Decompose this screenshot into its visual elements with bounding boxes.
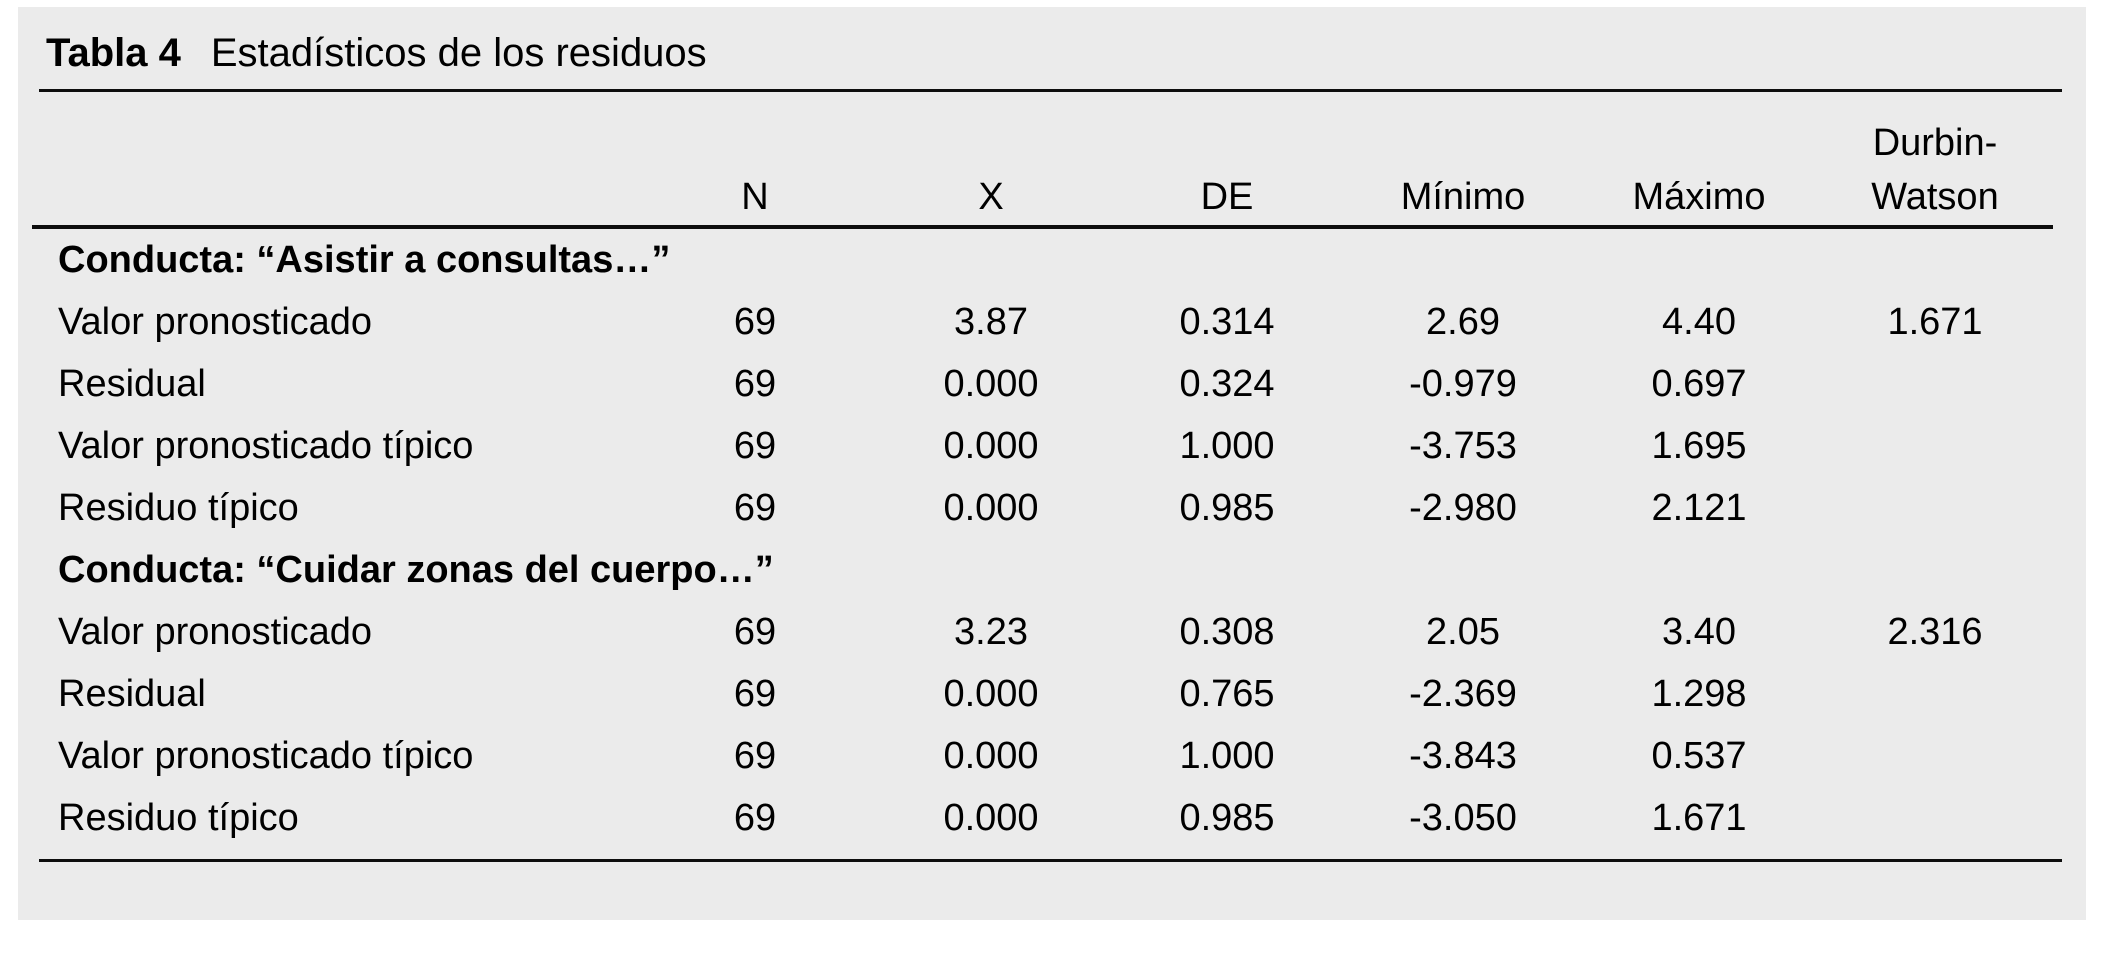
column-header-minimo: Mínimo <box>1345 92 1581 229</box>
residual-statistics-table: N X DE Mínimo Máximo Durbin- Watson Cond… <box>32 92 2053 849</box>
cell-de: 0.324 <box>1179 362 1275 405</box>
row-label: Residual <box>58 362 206 405</box>
section-heading: Conducta: “Cuidar zonas del cuerpo…” <box>32 539 2053 601</box>
cell-x: 3.87 <box>954 300 1028 343</box>
cell-n: 69 <box>733 734 777 777</box>
cell-min: 2.69 <box>1426 300 1500 343</box>
cell-max: 1.298 <box>1651 672 1747 715</box>
table-row: Valor pronosticado típico 69 0.000 1.000… <box>32 415 2053 477</box>
row-label: Valor pronosticado <box>58 610 373 653</box>
column-header-x: X <box>873 92 1109 229</box>
table-row: Residuo típico 69 0.000 0.985 -3.050 1.6… <box>32 787 2053 849</box>
row-label: Residuo típico <box>58 796 299 839</box>
cell-x: 0.000 <box>943 424 1039 467</box>
column-header-durbin-watson: Durbin- Watson <box>1817 92 2053 229</box>
cell-max: 4.40 <box>1662 300 1736 343</box>
table-row: Residuo típico 69 0.000 0.985 -2.980 2.1… <box>32 477 2053 539</box>
cell-x: 3.23 <box>954 610 1028 653</box>
cell-dw <box>1817 725 2053 787</box>
cell-min: -2.980 <box>1409 486 1517 529</box>
cell-de: 0.985 <box>1179 796 1275 839</box>
cell-dw <box>1817 353 2053 415</box>
top-rule <box>39 89 2062 92</box>
cell-n: 69 <box>733 610 777 653</box>
cell-n: 69 <box>733 300 777 343</box>
cell-min: -0.979 <box>1409 362 1517 405</box>
row-label: Residuo típico <box>58 486 299 529</box>
cell-de: 0.765 <box>1179 672 1275 715</box>
cell-max: 3.40 <box>1662 610 1736 653</box>
cell-x: 0.000 <box>943 734 1039 777</box>
section-heading: Conducta: “Asistir a consultas…” <box>32 227 2053 291</box>
table-panel: Tabla 4 Estadísticos de los residuos N X … <box>18 7 2086 920</box>
table-title: Estadísticos de los residuos <box>210 31 707 75</box>
column-header-de: DE <box>1109 92 1345 229</box>
column-header-n: N <box>637 92 873 229</box>
cell-dw <box>1817 787 2053 849</box>
cell-max: 1.695 <box>1651 424 1747 467</box>
cell-min: -3.753 <box>1409 424 1517 467</box>
cell-de: 0.314 <box>1179 300 1275 343</box>
cell-dw <box>1817 477 2053 539</box>
column-header-maximo: Máximo <box>1581 92 1817 229</box>
cell-x: 0.000 <box>943 796 1039 839</box>
table-row: Valor pronosticado 69 3.23 0.308 2.05 3.… <box>32 601 2053 663</box>
cell-min: -2.369 <box>1409 672 1517 715</box>
cell-max: 0.537 <box>1651 734 1747 777</box>
section-heading-text: Conducta: “Asistir a consultas…” <box>58 238 671 281</box>
row-label: Residual <box>58 672 206 715</box>
cell-de: 1.000 <box>1179 424 1275 467</box>
table-row: Valor pronosticado típico 69 0.000 1.000… <box>32 725 2053 787</box>
cell-dw: 1.671 <box>1887 300 1983 343</box>
cell-max: 0.697 <box>1651 362 1747 405</box>
header-row: N X DE Mínimo Máximo Durbin- Watson <box>32 92 2053 229</box>
table-row: Residual 69 0.000 0.765 -2.369 1.298 <box>32 663 2053 725</box>
cell-de: 0.308 <box>1179 610 1275 653</box>
table-caption: Tabla 4 Estadísticos de los residuos <box>46 31 2086 75</box>
cell-n: 69 <box>733 796 777 839</box>
cell-n: 69 <box>733 424 777 467</box>
cell-de: 0.985 <box>1179 486 1275 529</box>
cell-max: 2.121 <box>1651 486 1747 529</box>
table-row: Residual 69 0.000 0.324 -0.979 0.697 <box>32 353 2053 415</box>
cell-de: 1.000 <box>1179 734 1275 777</box>
cell-x: 0.000 <box>943 362 1039 405</box>
row-label: Valor pronosticado típico <box>58 424 474 467</box>
cell-max: 1.671 <box>1651 796 1747 839</box>
bottom-rule <box>39 859 2062 862</box>
section-heading-text: Conducta: “Cuidar zonas del cuerpo…” <box>58 548 774 591</box>
cell-dw <box>1817 663 2053 725</box>
cell-n: 69 <box>733 672 777 715</box>
column-header-label <box>32 92 637 229</box>
cell-x: 0.000 <box>943 672 1039 715</box>
cell-min: 2.05 <box>1426 610 1500 653</box>
row-label: Valor pronosticado típico <box>58 734 474 777</box>
cell-dw: 2.316 <box>1887 610 1983 653</box>
cell-n: 69 <box>733 362 777 405</box>
row-label: Valor pronosticado <box>58 300 373 343</box>
table-row: Valor pronosticado 69 3.87 0.314 2.69 4.… <box>32 291 2053 353</box>
cell-min: -3.050 <box>1409 796 1517 839</box>
cell-min: -3.843 <box>1409 734 1517 777</box>
cell-dw <box>1817 415 2053 477</box>
table-number: Tabla 4 <box>46 31 181 75</box>
cell-x: 0.000 <box>943 486 1039 529</box>
cell-n: 69 <box>733 486 777 529</box>
